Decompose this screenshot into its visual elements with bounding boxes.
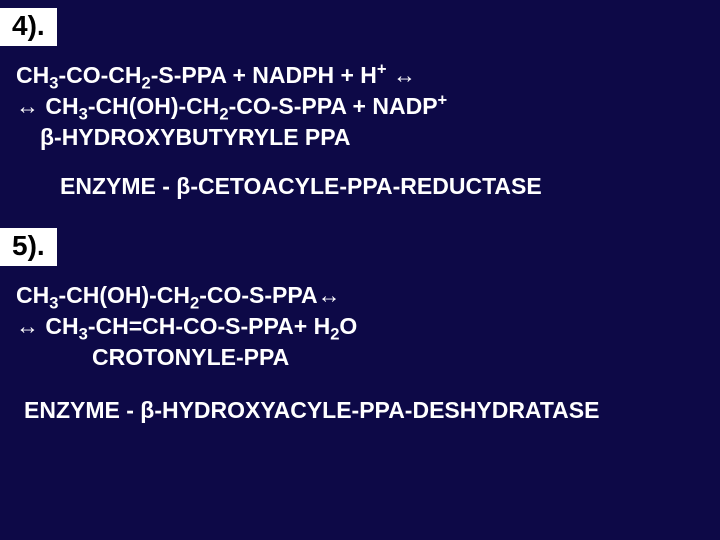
step4-product-name: β-HYDROXYBUTYRYLE PPA xyxy=(0,122,720,153)
step5-product-name: CROTONYLE-PPA xyxy=(0,342,720,373)
step4-products: ↔ CH3-CH(OH)-CH2-CO-S-PPA + NADP+ xyxy=(0,91,720,122)
slide: 4). CH3-CO-CH2-S-PPA + NADPH + H+ ↔ ↔ CH… xyxy=(0,0,720,540)
step4-number: 4). xyxy=(0,8,57,46)
step5-enzyme: ENZYME - β-HYDROXYACYLE-PPA-DESHYDRATASE xyxy=(0,395,720,426)
step4-enzyme: ENZYME - β-CETOACYLE-PPA-REDUCTASE xyxy=(0,171,720,202)
step5-reactants: CH3-CH(OH)-CH2-CO-S-PPA↔ xyxy=(0,280,720,311)
step4-reactants: CH3-CO-CH2-S-PPA + NADPH + H+ ↔ xyxy=(0,60,720,91)
step5-products: ↔ CH3-CH=CH-CO-S-PPA+ H2O xyxy=(0,311,720,342)
step5-number: 5). xyxy=(0,228,57,266)
